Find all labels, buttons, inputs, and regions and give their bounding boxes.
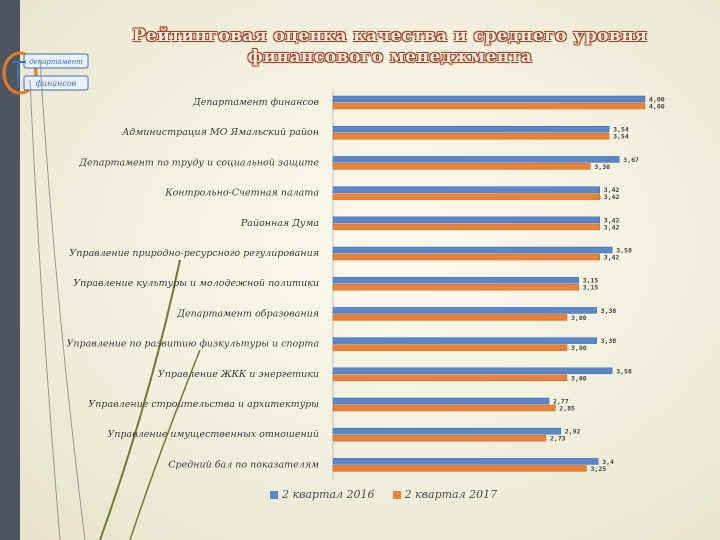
data-label-2016: 4,00 [649, 96, 665, 104]
bars-group: Департамент финансов 4,004,00 Администраци… [67, 92, 665, 481]
data-label-2017: 3,00 [571, 344, 587, 352]
data-label-2017: 3,42 [604, 254, 620, 262]
bar-2017 [332, 465, 587, 472]
data-label-2017: 3,54 [613, 133, 629, 141]
legend-swatch-2017 [392, 490, 401, 499]
decor-lines [29, 59, 201, 540]
category-label: Управление природно-ресурсного регулиров… [69, 248, 319, 259]
legend-swatch-2016 [270, 490, 278, 499]
data-label-2017: 2,85 [559, 405, 575, 413]
bar-2016 [332, 367, 613, 375]
logo-text-top: департамент [29, 58, 83, 66]
data-label-2016: 3,42 [604, 216, 620, 224]
bar-2017 [332, 283, 579, 291]
category-label: Управление имущественных отношений [107, 429, 319, 440]
data-label-2017: 4,00 [649, 103, 665, 111]
category-label: Управление по развитию физкультуры и спо… [67, 339, 320, 350]
category-label: Департамент образования [176, 308, 319, 319]
legend-item-2016: 2 квартал 2016 [270, 488, 375, 501]
bar-2016 [332, 276, 579, 284]
data-label-2017: 3,25 [591, 465, 607, 473]
data-label-2016: 3,4 [602, 458, 614, 466]
category-label: Управление культуры и молодежной политик… [73, 278, 319, 289]
bar-2016 [332, 216, 601, 224]
bar-2017 [332, 434, 547, 442]
data-label-2017: 3,00 [571, 314, 587, 322]
bar-2016 [332, 307, 597, 314]
title-line-1: Рейтинговая оценка качества и среднего у… [132, 26, 648, 46]
bar-2017 [332, 193, 601, 200]
logo-text-bottom: финансов [36, 79, 77, 88]
category-label: Управление ЖКК и энергетики [158, 369, 319, 380]
category-label: Управление строительства и архитектуры [88, 399, 319, 410]
legend-label-2016: 2 квартал 2016 [282, 488, 375, 501]
data-label-2016: 3,15 [583, 277, 599, 285]
bar-2017 [332, 404, 556, 412]
data-label-2016: 3,54 [613, 126, 629, 134]
data-label-2016: 3,38 [601, 307, 617, 315]
data-label-2016: 3,67 [623, 156, 639, 164]
bar-2017 [332, 223, 601, 231]
data-label-2016: 2,92 [565, 428, 581, 436]
data-label-2017: 3,42 [604, 223, 620, 231]
bar-2017 [332, 344, 568, 351]
data-label-2017: 3,42 [604, 193, 620, 201]
category-label: Средний бал по показателям [168, 459, 319, 470]
bar-2017 [332, 132, 610, 140]
category-label: Контрольно-Счетная палата [164, 188, 319, 199]
data-label-2016: 3,38 [601, 337, 617, 345]
bar-2016 [332, 397, 550, 405]
bar-2016 [332, 125, 610, 133]
bar-2016 [332, 186, 601, 193]
data-label-2016: 3,42 [604, 186, 620, 194]
data-label-2017: 3,15 [583, 284, 599, 292]
category-label: Департамент финансов [192, 97, 319, 108]
bar-2017 [332, 253, 601, 261]
bar-2016 [332, 156, 620, 163]
data-label-2016: 3,58 [616, 247, 632, 255]
bar-2016 [332, 337, 597, 344]
category-label: Администрация МО Ямальский район [121, 127, 319, 138]
bar-2017 [332, 102, 646, 110]
data-label-2017: 3,00 [571, 374, 587, 382]
bar-2017 [332, 314, 568, 321]
bar-2016 [332, 458, 599, 465]
category-label: Департамент по труду и социальной защите [78, 157, 319, 168]
chart-legend: 2 квартал 2016 2 квартал 2017 [270, 488, 497, 501]
legend-label-2017: 2 квартал 2017 [404, 488, 498, 501]
data-label-2017: 2,73 [550, 435, 566, 443]
page-title: Рейтинговая оценка качества и среднего у… [120, 26, 660, 68]
data-label-2016: 3,58 [616, 367, 632, 375]
bar-2017 [332, 374, 568, 382]
legend-item-2017: 2 квартал 2017 [392, 488, 498, 501]
category-label: Районная Дума [240, 218, 319, 229]
bar-2016 [332, 246, 613, 254]
data-label-2017: 3,30 [594, 163, 610, 171]
title-line-2: финансового менеджмента [247, 47, 533, 67]
bar-2016 [332, 95, 646, 103]
bar-2017 [332, 163, 591, 170]
data-label-2016: 2,77 [553, 398, 569, 406]
bar-2016 [332, 427, 562, 435]
left-decor-band [0, 0, 20, 540]
